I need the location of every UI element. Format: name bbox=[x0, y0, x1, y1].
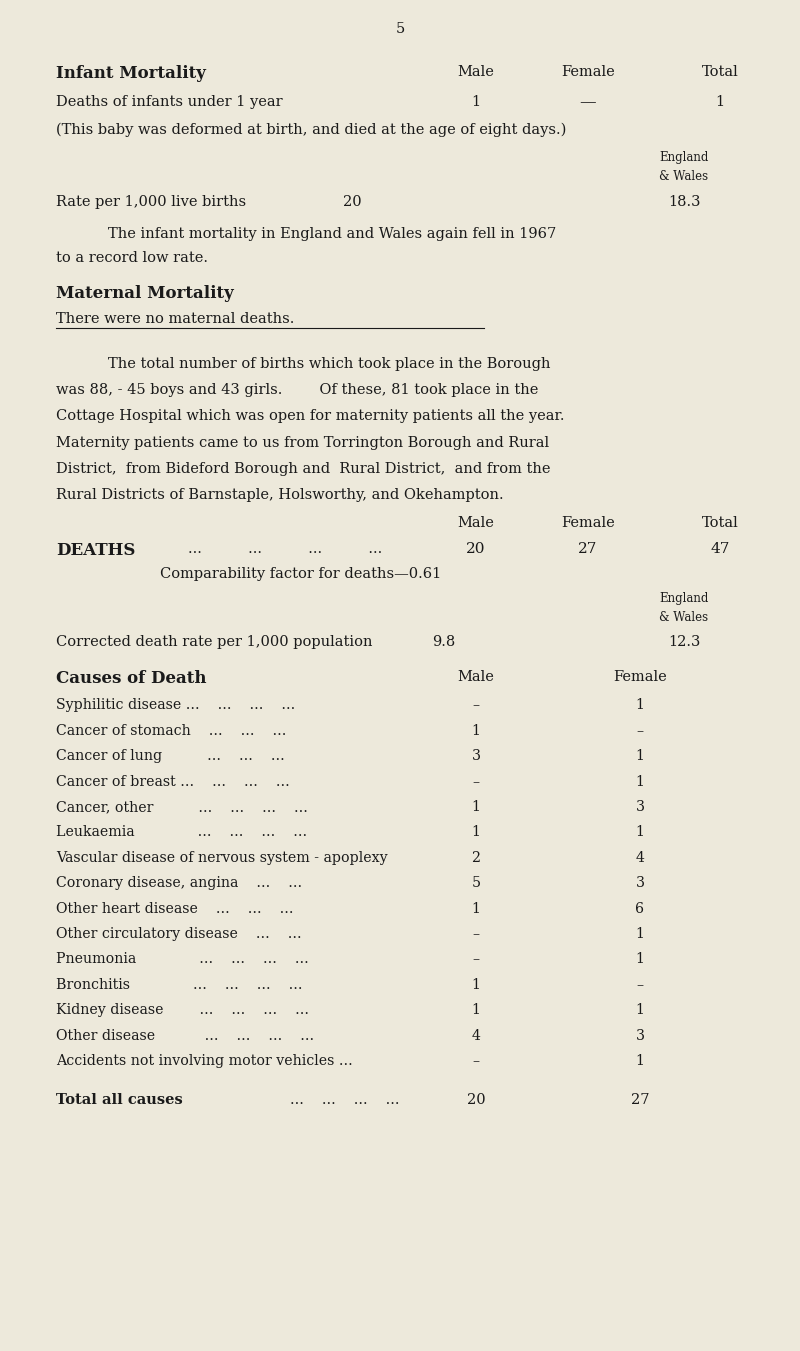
Text: Pneumonia              ...    ...    ...    ...: Pneumonia ... ... ... ... bbox=[56, 952, 309, 966]
Text: There were no maternal deaths.: There were no maternal deaths. bbox=[56, 312, 294, 326]
Text: Cancer of lung          ...    ...    ...: Cancer of lung ... ... ... bbox=[56, 750, 285, 763]
Text: 3: 3 bbox=[635, 877, 645, 890]
Text: ...    ...    ...    ...: ... ... ... ... bbox=[272, 1093, 399, 1106]
Text: (This baby was deformed at birth, and died at the age of eight days.): (This baby was deformed at birth, and di… bbox=[56, 123, 566, 138]
Text: —: — bbox=[580, 95, 596, 112]
Text: 1: 1 bbox=[635, 825, 645, 839]
Text: Cancer of stomach    ...    ...    ...: Cancer of stomach ... ... ... bbox=[56, 724, 286, 738]
Text: 1: 1 bbox=[635, 1004, 645, 1017]
Text: –: – bbox=[637, 724, 643, 738]
Text: & Wales: & Wales bbox=[659, 611, 709, 624]
Text: Infant Mortality: Infant Mortality bbox=[56, 65, 206, 82]
Text: Male: Male bbox=[458, 516, 494, 530]
Text: Coronary disease, angina    ...    ...: Coronary disease, angina ... ... bbox=[56, 877, 302, 890]
Text: & Wales: & Wales bbox=[659, 170, 709, 184]
Text: Maternal Mortality: Maternal Mortality bbox=[56, 285, 234, 303]
Text: 1: 1 bbox=[715, 95, 725, 108]
Text: The infant mortality in England and Wales again fell in 1967: The infant mortality in England and Wale… bbox=[108, 227, 556, 240]
Text: to a record low rate.: to a record low rate. bbox=[56, 251, 208, 265]
Text: 3: 3 bbox=[471, 750, 481, 763]
Text: 1: 1 bbox=[471, 978, 481, 992]
Text: 20: 20 bbox=[466, 542, 486, 555]
Text: 6: 6 bbox=[635, 901, 645, 916]
Text: 27: 27 bbox=[630, 1093, 650, 1106]
Text: Deaths of infants under 1 year: Deaths of infants under 1 year bbox=[56, 95, 282, 108]
Text: Male: Male bbox=[458, 65, 494, 78]
Text: Cancer, other          ...    ...    ...    ...: Cancer, other ... ... ... ... bbox=[56, 800, 308, 815]
Text: Female: Female bbox=[561, 65, 615, 78]
Text: 1: 1 bbox=[471, 95, 481, 108]
Text: Leukaemia              ...    ...    ...    ...: Leukaemia ... ... ... ... bbox=[56, 825, 307, 839]
Text: DEATHS: DEATHS bbox=[56, 542, 135, 559]
Text: 12.3: 12.3 bbox=[668, 635, 700, 648]
Text: District,  from Bideford Borough and  Rural District,  and from the: District, from Bideford Borough and Rura… bbox=[56, 462, 550, 476]
Text: 27: 27 bbox=[578, 542, 598, 555]
Text: Total: Total bbox=[702, 516, 738, 530]
Text: was 88, - 45 boys and 43 girls.        Of these, 81 took place in the: was 88, - 45 boys and 43 girls. Of these… bbox=[56, 384, 538, 397]
Text: The total number of births which took place in the Borough: The total number of births which took pl… bbox=[108, 357, 550, 370]
Text: Other heart disease    ...    ...    ...: Other heart disease ... ... ... bbox=[56, 901, 294, 916]
Text: –: – bbox=[473, 1054, 479, 1069]
Text: 4: 4 bbox=[635, 851, 645, 865]
Text: Male: Male bbox=[458, 670, 494, 684]
Text: 1: 1 bbox=[635, 1054, 645, 1069]
Text: –: – bbox=[637, 978, 643, 992]
Text: Causes of Death: Causes of Death bbox=[56, 670, 206, 688]
Text: –: – bbox=[473, 698, 479, 712]
Text: 1: 1 bbox=[471, 800, 481, 815]
Text: –: – bbox=[473, 927, 479, 942]
Text: 4: 4 bbox=[471, 1028, 481, 1043]
Text: Cottage Hospital which was open for maternity patients all the year.: Cottage Hospital which was open for mate… bbox=[56, 409, 565, 423]
Text: 18.3: 18.3 bbox=[668, 195, 700, 208]
Text: Bronchitis              ...    ...    ...    ...: Bronchitis ... ... ... ... bbox=[56, 978, 302, 992]
Text: Syphilitic disease ...    ...    ...    ...: Syphilitic disease ... ... ... ... bbox=[56, 698, 295, 712]
Text: 1: 1 bbox=[635, 927, 645, 942]
Text: Cancer of breast ...    ...    ...    ...: Cancer of breast ... ... ... ... bbox=[56, 774, 290, 789]
Text: Accidents not involving motor vehicles ...: Accidents not involving motor vehicles .… bbox=[56, 1054, 353, 1069]
Text: 1: 1 bbox=[471, 825, 481, 839]
Text: Rate per 1,000 live births: Rate per 1,000 live births bbox=[56, 195, 246, 208]
Text: ...          ...          ...          ...: ... ... ... ... bbox=[188, 542, 382, 555]
Text: Other disease           ...    ...    ...    ...: Other disease ... ... ... ... bbox=[56, 1028, 314, 1043]
Text: 3: 3 bbox=[635, 1028, 645, 1043]
Text: 1: 1 bbox=[635, 698, 645, 712]
Text: England: England bbox=[659, 592, 709, 605]
Text: Vascular disease of nervous system - apoplexy: Vascular disease of nervous system - apo… bbox=[56, 851, 388, 865]
Text: 5: 5 bbox=[395, 22, 405, 35]
Text: Total: Total bbox=[702, 65, 738, 78]
Text: –: – bbox=[473, 952, 479, 966]
Text: Rural Districts of Barnstaple, Holsworthy, and Okehampton.: Rural Districts of Barnstaple, Holsworth… bbox=[56, 489, 504, 503]
Text: Comparability factor for deaths—0.61: Comparability factor for deaths—0.61 bbox=[160, 567, 442, 581]
Text: Total all causes: Total all causes bbox=[56, 1093, 182, 1106]
Text: 20: 20 bbox=[342, 195, 362, 208]
Text: 2: 2 bbox=[471, 851, 481, 865]
Text: 5: 5 bbox=[471, 877, 481, 890]
Text: Kidney disease        ...    ...    ...    ...: Kidney disease ... ... ... ... bbox=[56, 1004, 309, 1017]
Text: 20: 20 bbox=[466, 1093, 486, 1106]
Text: 1: 1 bbox=[471, 724, 481, 738]
Text: 1: 1 bbox=[471, 1004, 481, 1017]
Text: Corrected death rate per 1,000 population: Corrected death rate per 1,000 populatio… bbox=[56, 635, 373, 648]
Text: 47: 47 bbox=[710, 542, 730, 555]
Text: Female: Female bbox=[613, 670, 667, 684]
Text: 9.8: 9.8 bbox=[432, 635, 456, 648]
Text: 1: 1 bbox=[635, 750, 645, 763]
Text: Other circulatory disease    ...    ...: Other circulatory disease ... ... bbox=[56, 927, 302, 942]
Text: England: England bbox=[659, 151, 709, 165]
Text: Female: Female bbox=[561, 516, 615, 530]
Text: –: – bbox=[473, 774, 479, 789]
Text: 1: 1 bbox=[635, 774, 645, 789]
Text: 1: 1 bbox=[471, 901, 481, 916]
Text: Maternity patients came to us from Torrington Borough and Rural: Maternity patients came to us from Torri… bbox=[56, 435, 549, 450]
Text: 3: 3 bbox=[635, 800, 645, 815]
Text: 1: 1 bbox=[635, 952, 645, 966]
